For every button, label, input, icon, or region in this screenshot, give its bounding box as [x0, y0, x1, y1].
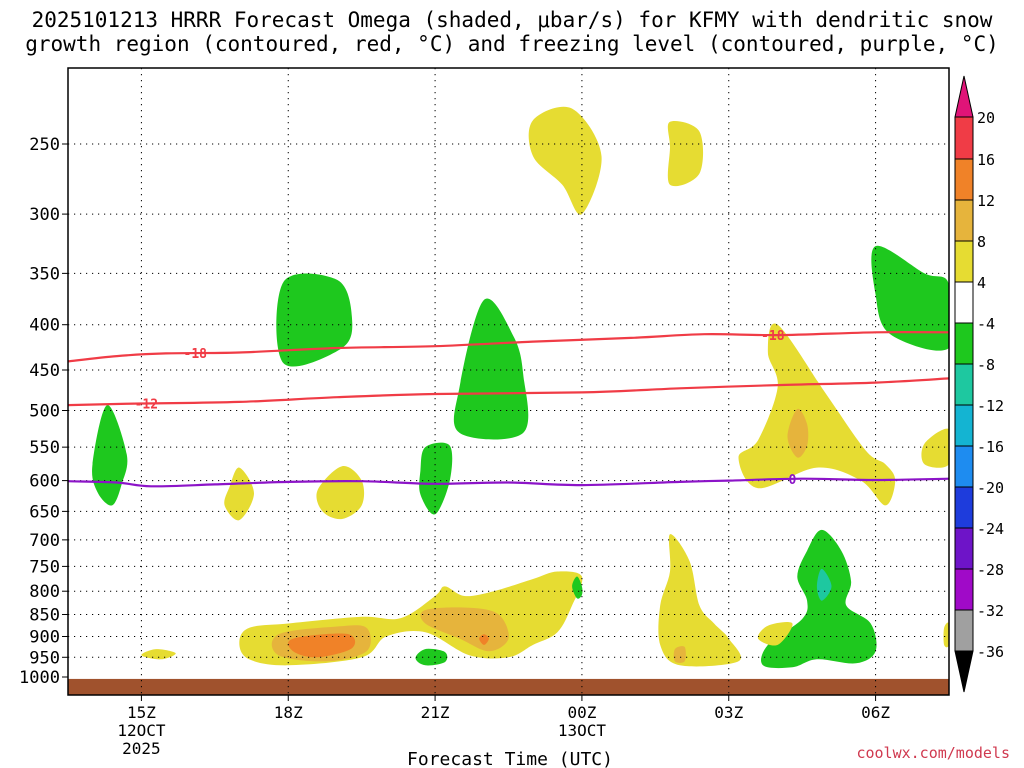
y-tick-label-300: 300	[29, 205, 60, 225]
colorbar-label--28: -28	[977, 561, 1004, 579]
omega-region-pos4	[316, 466, 365, 520]
y-tick-label-700: 700	[29, 531, 60, 551]
colorbar-label-12: 12	[977, 192, 995, 210]
x-tick-label-00Z: 00Z	[567, 703, 596, 722]
x-tick-label-21Z: 21Z	[421, 703, 450, 722]
colorbar-segment-3	[954, 240, 974, 283]
x-date-label-15Z: 12OCT	[117, 721, 166, 740]
colorbar-segment-11	[954, 568, 974, 611]
omega-region-pos4	[528, 106, 602, 215]
omega-region-pos4	[738, 323, 896, 506]
y-tick-label-650: 650	[29, 502, 60, 522]
colorbar-segment-6	[954, 363, 974, 406]
colorbar-label--36: -36	[977, 643, 1004, 661]
omega-region-pos4	[943, 622, 949, 648]
omega-region-neg4	[276, 273, 353, 367]
colorbar-segment-1	[954, 158, 974, 201]
omega-region-pos8	[673, 646, 686, 663]
omega-region-pos4	[921, 428, 949, 468]
omega-region-pos4	[141, 649, 176, 660]
omega-region-pos4	[757, 622, 793, 646]
colorbar-label-20: 20	[977, 109, 995, 127]
x-axis-title: Forecast Time (UTC)	[407, 749, 613, 768]
y-tick-label-400: 400	[29, 316, 60, 336]
omega-region-pos8	[787, 408, 809, 458]
y-tick-label-500: 500	[29, 402, 60, 422]
site-credit: coolwx.com/models	[856, 744, 1010, 762]
omega-region-neg4	[572, 576, 583, 599]
contour-freezing-level	[68, 477, 949, 488]
colorbar-label-16: 16	[977, 151, 995, 169]
colorbar-label-4: 4	[977, 274, 986, 292]
omega-region-neg4	[92, 405, 128, 506]
colorbar-label--32: -32	[977, 602, 1004, 620]
colorbar-segment-4	[954, 281, 974, 324]
contour-label-freezing-level: 0	[788, 473, 796, 488]
colorbar-label--24: -24	[977, 520, 1004, 538]
contour-dgz-minus12	[68, 377, 949, 407]
omega-region-neg8	[816, 568, 832, 601]
omega-region-neg4	[761, 529, 877, 669]
y-tick-label-250: 250	[29, 135, 60, 155]
x-tick-label-18Z: 18Z	[274, 703, 303, 722]
omega-region-neg4	[419, 442, 453, 515]
colorbar-segment-9	[954, 486, 974, 529]
y-tick-label-600: 600	[29, 472, 60, 492]
ground-surface	[68, 678, 949, 695]
colorbar-label-8: 8	[977, 233, 986, 251]
y-tick-label-550: 550	[29, 438, 60, 458]
colorbar-label--12: -12	[977, 397, 1004, 415]
plot-frame	[67, 67, 950, 696]
contour-label-dgz-minus18: -18	[184, 347, 208, 362]
colorbar-label--8: -8	[977, 356, 995, 374]
y-tick-label-350: 350	[29, 264, 60, 284]
omega-region-pos4	[667, 120, 704, 187]
omega-region-neg4	[871, 245, 949, 351]
omega-region-neg4	[415, 648, 448, 666]
colorbar-segment-10	[954, 527, 974, 570]
x-tick-label-03Z: 03Z	[714, 703, 743, 722]
contour-label-dgz-minus12: -12	[135, 397, 158, 412]
colorbar-label--4: -4	[977, 315, 995, 333]
contour-dgz-minus18	[68, 331, 949, 363]
x-tick-label-15Z: 15Z	[127, 703, 156, 722]
omega-region-pos12	[479, 634, 489, 645]
omega-region-pos12	[288, 633, 356, 658]
y-tick-label-900: 900	[29, 627, 60, 647]
chart-title-line2: growth region (contoured, red, °C) and f…	[25, 32, 999, 56]
colorbar-segment-12	[954, 609, 974, 652]
y-tick-label-950: 950	[29, 648, 60, 668]
chart-title-line1: 2025101213 HRRR Forecast Omega (shaded, …	[31, 8, 993, 32]
colorbar-label--16: -16	[977, 438, 1004, 456]
y-tick-label-1000: 1000	[19, 668, 60, 688]
colorbar-segment-5	[954, 322, 974, 365]
x-year-label-15Z: 2025	[122, 739, 161, 758]
colorbar-segment-2	[954, 199, 974, 242]
contour-label-dgz-minus18: -18	[761, 329, 785, 344]
colorbar-segment-7	[954, 404, 974, 447]
x-tick-label-06Z: 06Z	[861, 703, 890, 722]
colorbar-bottom-arrow	[954, 650, 974, 693]
omega-region-pos4	[224, 467, 254, 521]
colorbar-top-arrow	[954, 75, 974, 118]
y-tick-label-800: 800	[29, 582, 60, 602]
y-tick-label-750: 750	[29, 557, 60, 577]
colorbar-label--20: -20	[977, 479, 1004, 497]
colorbar-segment-8	[954, 445, 974, 488]
omega-region-pos4	[658, 534, 742, 667]
y-tick-label-850: 850	[29, 606, 60, 626]
omega-region-neg4	[453, 298, 529, 440]
x-date-label-00Z: 13OCT	[558, 721, 607, 740]
colorbar-segment-0	[954, 116, 974, 160]
y-tick-label-450: 450	[29, 361, 60, 381]
